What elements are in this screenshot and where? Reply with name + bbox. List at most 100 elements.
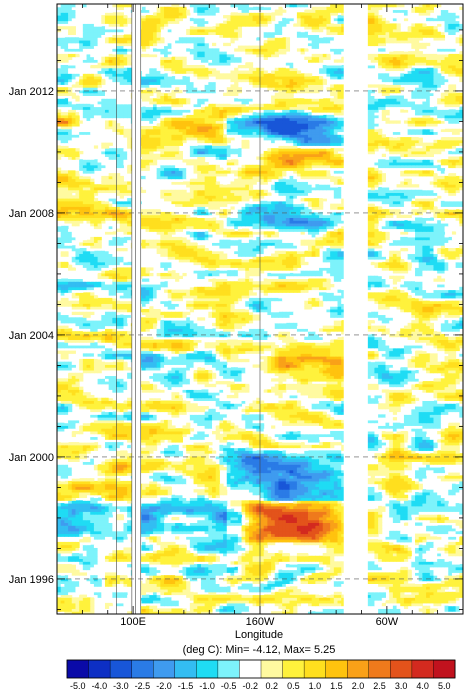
field-cell	[186, 570, 190, 573]
field-cell	[400, 559, 404, 562]
field-cell	[238, 539, 242, 542]
field-cell	[219, 595, 223, 598]
field-cell	[146, 600, 150, 603]
field-cell	[175, 597, 179, 600]
field-cell	[153, 536, 157, 539]
field-cell	[293, 467, 297, 470]
field-cell	[83, 572, 87, 575]
field-cell	[260, 528, 264, 531]
field-cell	[282, 520, 286, 523]
field-cell	[249, 509, 253, 512]
field-cell	[290, 467, 294, 470]
field-cell	[201, 564, 205, 567]
field-cell	[64, 462, 68, 465]
field-cell	[227, 539, 231, 542]
field-cell	[282, 589, 286, 592]
field-cell	[83, 498, 87, 501]
field-cell	[404, 581, 408, 584]
field-cell	[194, 478, 198, 481]
field-cell	[61, 564, 65, 567]
field-cell	[426, 550, 430, 553]
field-cell	[146, 606, 150, 609]
field-cell	[242, 467, 246, 470]
field-cell	[205, 581, 209, 584]
field-cell	[264, 559, 268, 562]
field-cell	[304, 559, 308, 562]
field-cell	[282, 467, 286, 470]
field-cell	[123, 547, 127, 550]
field-cell	[404, 478, 408, 481]
field-cell	[234, 600, 238, 603]
field-cell	[234, 528, 238, 531]
field-cell	[330, 467, 334, 470]
field-cell	[433, 467, 437, 470]
field-cell	[216, 581, 220, 584]
field-cell	[426, 542, 430, 545]
field-cell	[164, 570, 168, 573]
field-cell	[146, 564, 150, 567]
field-cell	[160, 581, 164, 584]
field-cell	[168, 467, 172, 470]
field-cell	[75, 467, 79, 470]
field-cell	[271, 509, 275, 512]
field-cell	[182, 608, 186, 611]
field-cell	[282, 570, 286, 573]
field-cell	[448, 520, 452, 523]
field-cell	[411, 559, 415, 562]
field-cell	[315, 528, 319, 531]
field-cell	[445, 478, 449, 481]
field-cell	[123, 520, 127, 523]
field-cell	[456, 520, 460, 523]
field-cell	[208, 559, 212, 562]
field-cell	[445, 570, 449, 573]
field-cell	[312, 478, 316, 481]
field-cell	[179, 462, 183, 465]
field-cell	[371, 509, 375, 512]
field-cell	[212, 600, 216, 603]
field-cell	[411, 481, 415, 484]
field-cell	[83, 539, 87, 542]
field-cell	[389, 531, 393, 534]
field-cell	[304, 520, 308, 523]
field-cell	[157, 539, 161, 542]
field-cell	[64, 509, 68, 512]
field-cell	[441, 478, 445, 481]
field-cell	[441, 498, 445, 501]
field-cell	[393, 572, 397, 575]
field-cell	[123, 539, 127, 542]
field-cell	[422, 498, 426, 501]
field-cell	[112, 478, 116, 481]
field-cell	[389, 572, 393, 575]
field-cell	[175, 581, 179, 584]
field-cell	[312, 539, 316, 542]
field-cell	[242, 589, 246, 592]
field-cell	[282, 509, 286, 512]
field-cell	[448, 525, 452, 528]
field-cell	[338, 539, 342, 542]
field-cell	[433, 520, 437, 523]
field-cell	[338, 578, 342, 581]
field-cell	[371, 498, 375, 501]
field-cell	[404, 467, 408, 470]
field-cell	[123, 467, 127, 470]
field-cell	[160, 509, 164, 512]
field-cell	[433, 509, 437, 512]
field-cell	[404, 567, 408, 570]
field-cell	[264, 489, 268, 492]
field-cell	[87, 559, 91, 562]
field-cell	[61, 462, 65, 465]
field-cell	[385, 606, 389, 609]
field-cell	[168, 473, 172, 476]
field-cell	[123, 575, 127, 578]
field-cell	[75, 464, 79, 467]
field-cell	[153, 606, 157, 609]
field-cell	[182, 498, 186, 501]
field-cell	[385, 572, 389, 575]
field-cell	[149, 520, 153, 523]
field-cell	[227, 467, 231, 470]
field-cell	[308, 600, 312, 603]
field-cell	[374, 486, 378, 489]
field-cell	[160, 478, 164, 481]
field-cell	[293, 559, 297, 562]
field-cell	[290, 589, 294, 592]
